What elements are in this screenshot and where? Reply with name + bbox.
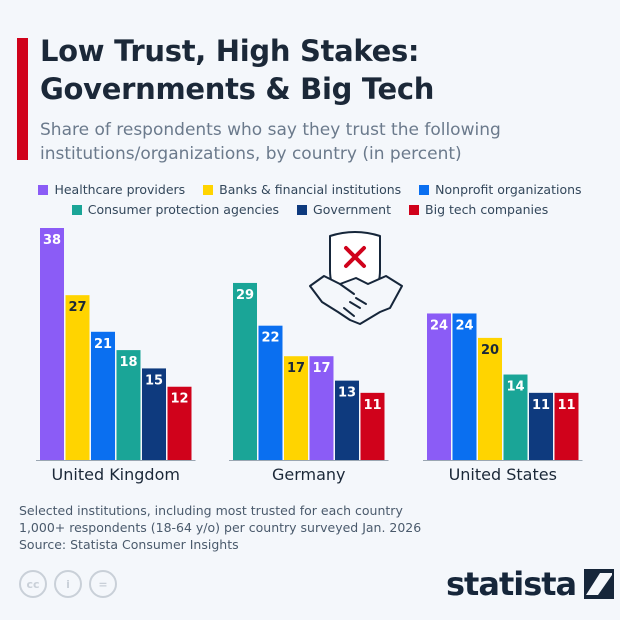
footnote-line: Selected institutions, including most tr… bbox=[19, 503, 403, 518]
page-title: Low Trust, High Stakes: Governments & Bi… bbox=[40, 32, 610, 108]
handshake-shield-x-icon bbox=[309, 231, 403, 325]
legend-label: Consumer protection agencies bbox=[87, 202, 280, 217]
subtitle-line: Share of respondents who say they trust … bbox=[40, 120, 501, 140]
bar bbox=[284, 356, 308, 460]
legend-swatch bbox=[297, 205, 308, 215]
data-label: 24 bbox=[455, 318, 473, 333]
data-label: 21 bbox=[94, 337, 112, 352]
cc-icon[interactable]: cc bbox=[19, 570, 47, 598]
bar bbox=[91, 331, 115, 460]
legend-label: Healthcare providers bbox=[54, 182, 186, 197]
subtitle-line: institutions/organizations, by country (… bbox=[40, 144, 462, 164]
bar bbox=[503, 374, 528, 460]
data-label: 17 bbox=[287, 361, 305, 376]
data-label: 14 bbox=[506, 380, 524, 395]
footnote-line: 1,000+ respondents (18-64 y/o) per count… bbox=[19, 520, 422, 535]
bar bbox=[335, 380, 359, 460]
logo-text: statista bbox=[446, 565, 577, 603]
legend-label: Banks & financial institutions bbox=[219, 182, 402, 197]
legend-swatch bbox=[203, 185, 214, 195]
legend-swatch bbox=[38, 185, 49, 195]
bar bbox=[360, 392, 385, 460]
title-line: Low Trust, High Stakes: bbox=[40, 34, 420, 68]
title-line: Governments & Big Tech bbox=[40, 72, 435, 106]
data-label: 27 bbox=[68, 300, 86, 315]
legend-item: Big tech companies bbox=[409, 200, 548, 220]
data-label: 15 bbox=[145, 373, 163, 388]
category-label: United States bbox=[449, 465, 557, 484]
legend-item: Consumer protection agencies bbox=[71, 200, 280, 220]
data-label: 20 bbox=[481, 343, 499, 358]
data-label: 18 bbox=[119, 355, 137, 370]
bar bbox=[478, 337, 502, 460]
bar bbox=[452, 313, 477, 460]
source-text: Source: Statista Consumer Insights bbox=[19, 537, 239, 552]
data-label: 29 bbox=[236, 288, 254, 303]
footnote: Selected institutions, including most tr… bbox=[19, 502, 421, 536]
bar-chart: 38 27 21 18 15 12 United Kingdom 29 22 17 17 13 11 Ge… bbox=[36, 228, 583, 484]
data-label: 13 bbox=[338, 386, 356, 401]
legend-label: Big tech companies bbox=[425, 202, 549, 217]
bar bbox=[116, 350, 141, 460]
bar bbox=[309, 356, 334, 460]
bar bbox=[427, 313, 451, 460]
bar bbox=[529, 392, 553, 460]
category-label: United Kingdom bbox=[52, 465, 180, 484]
data-label: 11 bbox=[532, 398, 550, 413]
bar bbox=[258, 325, 283, 460]
data-label: 11 bbox=[363, 398, 381, 413]
statista-logo[interactable]: statista bbox=[446, 565, 615, 603]
data-label: 12 bbox=[170, 392, 188, 407]
legend-swatch bbox=[419, 185, 430, 195]
legend-item: Nonprofit organizations bbox=[419, 180, 582, 200]
data-label: 38 bbox=[43, 233, 61, 248]
legend: Healthcare providers Banks & financial in… bbox=[0, 180, 620, 220]
subtitle: Share of respondents who say they trust … bbox=[40, 118, 610, 166]
data-label: 22 bbox=[261, 331, 279, 346]
legend-item: Healthcare providers bbox=[38, 180, 185, 200]
legend-swatch bbox=[409, 205, 420, 215]
legend-item: Banks & financial institutions bbox=[203, 180, 401, 200]
bar bbox=[142, 368, 166, 460]
bar bbox=[167, 386, 192, 460]
bar bbox=[554, 392, 579, 460]
data-label: 11 bbox=[557, 398, 575, 413]
data-label: 17 bbox=[312, 361, 330, 376]
bar bbox=[40, 228, 64, 460]
legend-label: Nonprofit organizations bbox=[435, 182, 582, 197]
category-label: Germany bbox=[272, 465, 346, 484]
bar bbox=[65, 295, 90, 460]
license-icons[interactable]: cc i = bbox=[19, 570, 117, 598]
data-label: 24 bbox=[430, 318, 448, 333]
legend-item: Government bbox=[297, 200, 391, 220]
title-accent-bar bbox=[17, 38, 28, 160]
attribution-icon[interactable]: i bbox=[54, 570, 82, 598]
legend-swatch bbox=[71, 205, 82, 215]
no-derivatives-icon[interactable]: = bbox=[89, 570, 117, 598]
statista-logo-icon bbox=[584, 569, 615, 599]
bar bbox=[233, 282, 257, 460]
legend-label: Government bbox=[313, 202, 392, 217]
